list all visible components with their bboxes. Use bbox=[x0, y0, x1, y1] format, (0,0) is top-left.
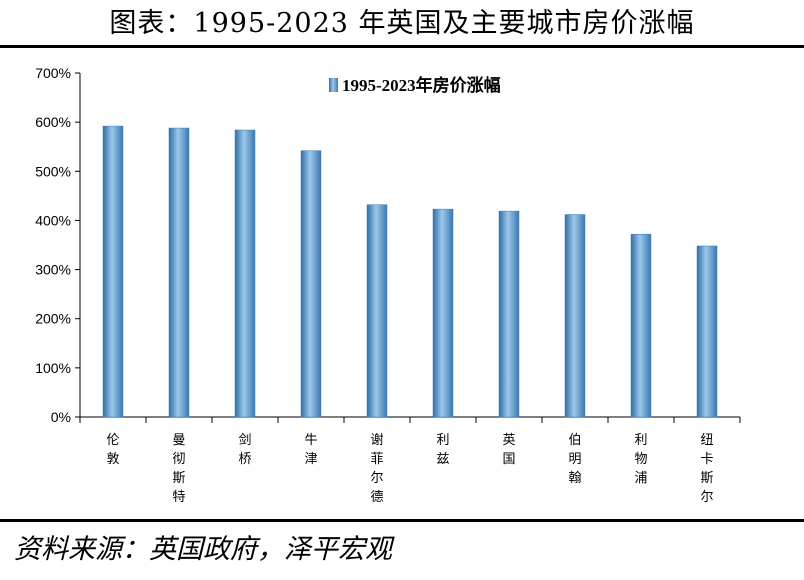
category-label: 纽卡斯尔 bbox=[700, 433, 713, 505]
y-tick-label: 400% bbox=[35, 212, 71, 228]
legend-label: 1995-2023年房价涨幅 bbox=[342, 75, 501, 95]
bar-4 bbox=[300, 150, 322, 418]
y-tick-label: 500% bbox=[35, 163, 71, 179]
y-tick-label: 200% bbox=[35, 311, 71, 327]
bar-chart: 0% 100% 200% 300% 400% 500% 600% 700% 伦敦 曼彻斯特 剑桥 牛… bbox=[35, 65, 741, 505]
category-label: 利物浦 bbox=[634, 433, 647, 486]
bar-3 bbox=[234, 129, 256, 418]
category-label: 英国 bbox=[502, 433, 515, 467]
source-note: 资料来源：英国政府，泽平宏观 bbox=[14, 534, 392, 565]
category-label: 牛津 bbox=[304, 433, 317, 467]
bar-1 bbox=[102, 125, 124, 418]
legend: 1995-2023年房价涨幅 bbox=[329, 75, 501, 95]
legend-swatch bbox=[329, 78, 338, 92]
bar-9 bbox=[630, 233, 652, 418]
y-tick-label: 700% bbox=[35, 65, 71, 81]
source-divider bbox=[0, 519, 804, 522]
y-axis: 0% 100% 200% 300% 400% 500% 600% 700% bbox=[35, 65, 81, 425]
category-label: 利兹 bbox=[436, 433, 449, 467]
bar-5 bbox=[366, 204, 388, 418]
y-tick-label: 300% bbox=[35, 262, 71, 278]
bar-8 bbox=[564, 214, 586, 418]
category-label: 曼彻斯特 bbox=[172, 433, 185, 505]
x-axis bbox=[79, 416, 741, 423]
category-label: 谢菲尔德 bbox=[370, 432, 383, 505]
category-labels: 伦敦 曼彻斯特 剑桥 牛津 谢菲尔德 利兹 英国 伯明翰 利物浦 纽卡斯尔 bbox=[106, 432, 713, 505]
bar-10 bbox=[696, 245, 718, 418]
bar-6 bbox=[432, 208, 454, 418]
bar-2 bbox=[168, 127, 190, 418]
category-label: 伯明翰 bbox=[568, 433, 581, 486]
category-label: 伦敦 bbox=[106, 433, 119, 467]
y-tick-label: 600% bbox=[35, 114, 71, 130]
bar-series bbox=[102, 125, 718, 418]
y-tick-label: 0% bbox=[51, 409, 71, 425]
title-divider bbox=[0, 45, 804, 48]
page-title: 图表：1995-2023 年英国及主要城市房价涨幅 bbox=[109, 8, 695, 39]
category-label: 剑桥 bbox=[238, 432, 251, 467]
bar-7 bbox=[498, 210, 520, 418]
y-tick-label: 100% bbox=[35, 360, 71, 376]
